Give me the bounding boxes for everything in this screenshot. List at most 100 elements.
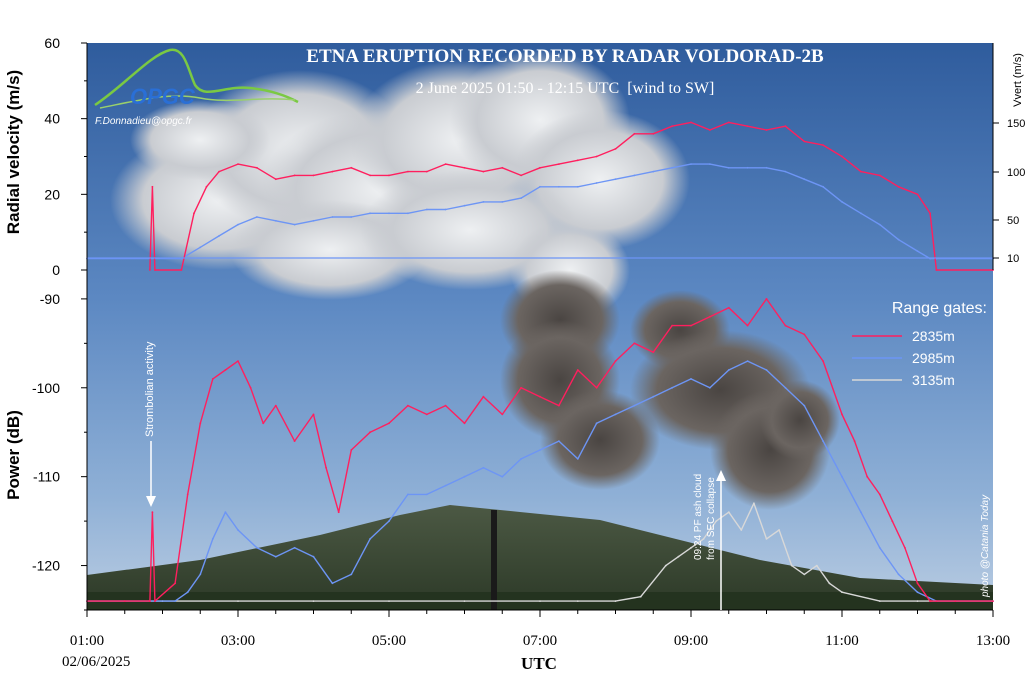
legend-label-2985m: 2985m xyxy=(912,350,955,366)
velocity-point-2835m xyxy=(727,121,730,124)
power-point-3135m xyxy=(312,600,315,602)
power-point-2835m xyxy=(841,413,843,416)
legend-title: Range gates: xyxy=(892,300,987,317)
photo-credit: photo @Catania Today xyxy=(980,494,991,598)
velocity-point-2835m xyxy=(482,170,485,173)
power-point-2985m xyxy=(784,386,787,389)
annotation-ash-cloud: 09:24 PF ash cloud from SEC collapse xyxy=(693,470,726,610)
velocity-point-2985m xyxy=(293,223,296,226)
velocity-point-2835m xyxy=(765,129,768,131)
velocity-point-2985m xyxy=(199,246,202,249)
power-point-2985m xyxy=(186,591,189,594)
velocity-point-2985m xyxy=(407,212,409,215)
ash-puff xyxy=(540,390,660,490)
vvert-tick-label: 100 xyxy=(1007,167,1025,179)
velocity-point-2835m xyxy=(576,159,579,162)
velocity-point-2835m xyxy=(746,125,749,128)
mountain-silhouette xyxy=(87,505,993,610)
velocity-point-2985m xyxy=(425,208,428,211)
vvert-tick-label: 50 xyxy=(1007,215,1019,227)
power-point-3135m xyxy=(677,555,680,558)
power-point-2835m xyxy=(954,600,957,602)
legend-items: 2835m 2985m 3135m xyxy=(852,328,955,388)
velocity-point-2985m xyxy=(878,223,881,226)
power-point-2985m xyxy=(274,555,277,558)
power-point-2985m xyxy=(407,493,409,496)
power-tick-label: -120 xyxy=(32,558,60,574)
chart-title: ETNA ERUPTION RECORDED BY RADAR VOLDORAD… xyxy=(306,46,824,67)
velocity-point-2835m xyxy=(558,163,560,166)
velocity-point-2985m xyxy=(803,178,806,181)
power-point-2985m xyxy=(211,538,214,540)
power-point-2835m xyxy=(249,386,252,389)
power-point-2985m xyxy=(709,386,711,389)
power-point-2835m xyxy=(803,333,806,336)
legend: Range gates: 2835m 2985m 3135m xyxy=(852,300,987,388)
velocity-point-2835m xyxy=(274,178,277,181)
velocity-point-2835m xyxy=(784,125,787,128)
power-point-2835m xyxy=(746,324,749,327)
power-point-2835m xyxy=(350,449,353,451)
x-tick-label: 05:00 xyxy=(372,633,406,649)
opgc-logo: OPGC xyxy=(94,48,299,109)
power-point-2985m xyxy=(671,386,673,389)
power-point-2985m xyxy=(444,484,447,487)
power-point-2835m xyxy=(151,511,154,514)
velocity-point-2985m xyxy=(841,201,843,203)
velocity-tick-label: 40 xyxy=(44,111,60,127)
x-tick-label: 09:00 xyxy=(674,633,708,649)
power-point-3135m xyxy=(841,591,843,594)
annotation-strombolian-text: Strombolian activity xyxy=(144,341,156,437)
logo-swoosh xyxy=(94,48,299,107)
velocity-point-2985m xyxy=(256,216,258,218)
velocity-tick-label: 20 xyxy=(44,186,60,202)
power-point-2835m xyxy=(337,511,340,514)
power-point-2835m xyxy=(709,315,711,318)
power-point-2835m xyxy=(262,422,265,425)
power-point-2835m xyxy=(935,600,938,602)
power-point-3135m xyxy=(614,600,617,602)
power-point-2985m xyxy=(916,591,919,594)
eruption-cloud-photo xyxy=(110,50,840,510)
power-point-2835m xyxy=(174,582,177,585)
power-point-2835m xyxy=(425,413,428,416)
velocity-point-2835m xyxy=(331,170,334,173)
chart-subtitle: 2 June 2025 01:50 - 12:15 UTC [wind to S… xyxy=(416,80,715,97)
velocity-point-2835m xyxy=(149,269,151,271)
velocity-point-2835m xyxy=(350,166,353,169)
ash-puff xyxy=(760,380,840,460)
velocity-point-2985m xyxy=(652,170,655,173)
plot-lines xyxy=(86,121,994,602)
velocity-tick-label: 60 xyxy=(44,35,60,51)
velocity-point-2985m xyxy=(595,182,598,184)
power-point-2835m xyxy=(482,395,485,398)
power-point-2985m xyxy=(841,475,843,478)
velocity-point-2835m xyxy=(154,269,156,271)
power-point-2985m xyxy=(595,422,598,425)
power-point-2835m xyxy=(992,600,994,602)
power-point-2985m xyxy=(237,529,239,531)
velocity-point-2985m xyxy=(388,212,390,215)
velocity-point-2985m xyxy=(614,178,617,181)
y-label-velocity: Radial velocity (m/s) xyxy=(4,70,23,234)
velocity-point-2835m xyxy=(929,212,931,215)
velocity-point-2835m xyxy=(633,132,636,135)
power-point-2835m xyxy=(123,600,126,602)
velocity-point-2985m xyxy=(369,212,371,215)
vvert-tick-label: 150 xyxy=(1007,118,1025,130)
velocity-line-2985m xyxy=(87,163,993,260)
velocity-point-2835m xyxy=(369,174,371,177)
velocity-point-2985m xyxy=(463,204,466,207)
velocity-point-2985m xyxy=(727,166,730,169)
velocity-point-2985m xyxy=(822,185,824,188)
power-point-2835m xyxy=(199,422,202,425)
power-tick-label: -110 xyxy=(33,469,60,485)
velocity-point-2985m xyxy=(860,212,862,215)
power-point-2835m xyxy=(520,386,522,389)
legend-label-2835m: 2835m xyxy=(912,328,955,344)
velocity-point-2835m xyxy=(916,193,919,196)
power-point-3135m xyxy=(690,546,692,549)
power-point-2985m xyxy=(520,458,522,460)
velocity-point-2835m xyxy=(237,163,239,166)
velocity-point-2835m xyxy=(803,140,806,143)
